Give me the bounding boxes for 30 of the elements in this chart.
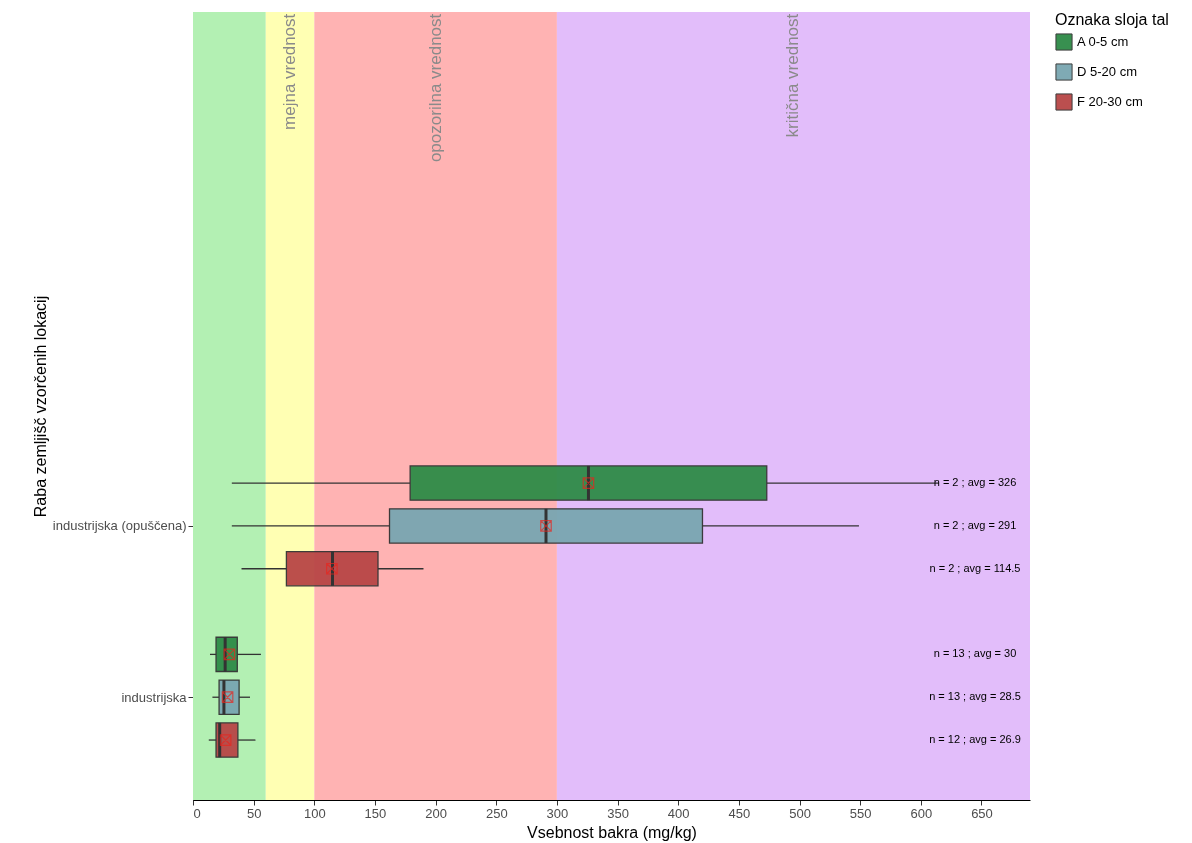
legend-title: Oznaka sloja tal [1055,11,1169,28]
band-label: mejna vrednost [280,13,300,130]
annotation: n = 2 ; avg = 291 [933,518,1017,531]
x-tick-label: 250 [485,805,508,821]
x-tick-label: 350 [607,805,629,821]
legend-label: D 5-20 cm [1077,64,1137,79]
x-tick-label: 0 [193,805,201,821]
x-tick-label: 100 [303,805,326,821]
band-label: opozorilna vrednost [425,13,445,163]
annotation: n = 2 ; avg = 114.5 [929,561,1021,574]
legend-label: F 20-30 cm [1077,94,1143,109]
x-tick-label: 400 [667,805,690,821]
x-tick-label: 600 [910,805,933,821]
band-label: kritična vrednost [783,13,803,138]
x-tick-label: 50 [246,805,262,821]
y-axis-title: Raba zemljišč vzorčenih lokacij [31,295,49,518]
y-tick-label: industrijska (opuščena) [52,518,187,534]
legend-label: A 0-5 cm [1077,34,1129,49]
x-tick-label: 650 [971,805,993,821]
annotation: n = 12 ; avg = 26.9 [929,733,1021,746]
x-axis-title: Vsebnost bakra (mg/kg) [527,823,697,841]
x-tick-label: 200 [425,805,447,821]
x-tick-label: 550 [849,805,872,821]
annotation: n = 13 ; avg = 30 [933,647,1017,660]
x-tick-label: 300 [546,805,569,821]
x-tick-label: 150 [364,805,387,821]
annotation: n = 13 ; avg = 28.5 [929,690,1021,703]
x-tick-label: 500 [789,805,811,821]
x-tick-label: 450 [728,805,751,821]
y-tick-label: industrijska [121,689,188,705]
